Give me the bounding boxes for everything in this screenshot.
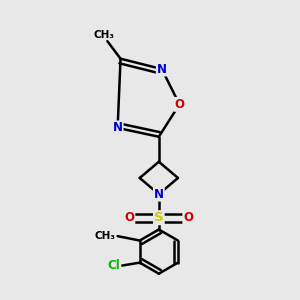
Text: O: O — [124, 211, 134, 224]
Text: CH₃: CH₃ — [94, 230, 115, 241]
Text: N: N — [154, 188, 164, 201]
Text: N: N — [112, 122, 123, 134]
Text: O: O — [183, 211, 193, 224]
Text: CH₃: CH₃ — [94, 30, 115, 40]
Text: Cl: Cl — [108, 259, 121, 272]
Text: N: N — [157, 62, 167, 76]
Text: O: O — [174, 98, 184, 111]
Text: S: S — [154, 211, 164, 224]
